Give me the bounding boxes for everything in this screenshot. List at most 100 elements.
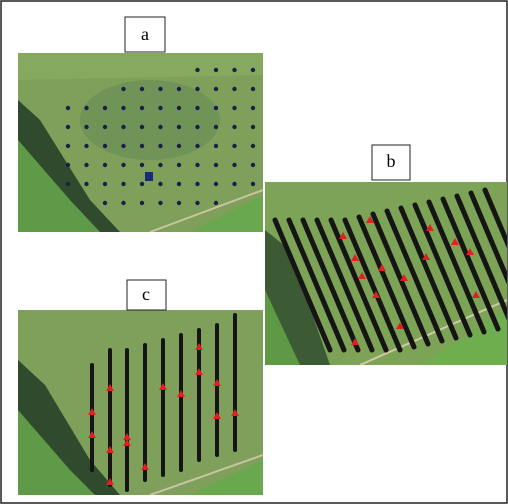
transect — [300, 217, 361, 353]
sample-point — [121, 86, 126, 92]
transect — [370, 211, 431, 347]
sample-point — [195, 86, 200, 92]
sample-point — [232, 124, 237, 130]
sample-point — [195, 67, 200, 73]
sample-point — [158, 181, 163, 187]
panel-label: a — [141, 24, 149, 44]
sample-point — [158, 124, 163, 130]
sample-marker — [400, 274, 408, 281]
transect — [482, 187, 507, 249]
panel-b-image — [265, 182, 507, 365]
sample-point — [195, 200, 200, 206]
sample-point — [250, 162, 256, 168]
sample-point — [232, 86, 237, 92]
transect — [426, 199, 487, 335]
sample-point — [102, 181, 108, 187]
sample-marker — [159, 383, 167, 390]
sample-marker — [396, 322, 404, 329]
sample-marker — [195, 343, 203, 350]
sample-point — [139, 124, 145, 130]
sample-point — [139, 86, 145, 92]
sample-point — [121, 143, 126, 149]
sample-marker — [141, 463, 149, 470]
sample-point — [213, 124, 219, 130]
sample-point — [84, 105, 89, 111]
sample-marker — [472, 291, 480, 298]
transect — [272, 217, 333, 353]
transect — [440, 196, 501, 332]
sample-point — [65, 162, 71, 168]
sample-point — [139, 181, 145, 187]
sample-point — [250, 67, 256, 73]
transect — [328, 217, 389, 353]
sample-point — [213, 105, 219, 111]
sample-point — [213, 86, 219, 92]
transect — [342, 217, 403, 353]
sample-point — [102, 143, 108, 149]
sample-point — [65, 105, 71, 111]
panel-c-image — [18, 310, 263, 495]
sample-marker — [106, 446, 114, 453]
sample-point — [176, 86, 182, 92]
sample-point — [84, 143, 89, 149]
sample-marker — [123, 439, 131, 446]
sample-point — [65, 143, 71, 149]
sample-point — [176, 162, 182, 168]
sample-point — [232, 143, 237, 149]
sample-marker — [123, 433, 131, 440]
sample-point — [195, 143, 200, 149]
sample-point — [176, 143, 182, 149]
sample-marker — [351, 338, 359, 345]
sample-point — [195, 181, 200, 187]
sample-point — [121, 200, 126, 206]
sample-point — [139, 200, 145, 206]
sample-point — [176, 181, 182, 187]
sample-marker — [451, 238, 459, 245]
sample-point — [158, 200, 163, 206]
transect — [286, 217, 347, 353]
sample-point — [65, 181, 71, 187]
label-box — [371, 144, 411, 181]
sample-point — [232, 162, 237, 168]
transect — [356, 214, 417, 350]
sample-marker — [106, 478, 114, 485]
sample-point — [232, 105, 237, 111]
panel-label: b — [387, 151, 396, 171]
sample-point — [102, 105, 108, 111]
sample-point — [84, 162, 89, 168]
sample-point — [158, 143, 163, 149]
sample-point — [139, 105, 145, 111]
label-box — [126, 279, 167, 311]
sample-marker — [422, 253, 430, 260]
sample-point — [84, 181, 89, 187]
sample-point — [232, 67, 237, 73]
sample-point — [158, 105, 163, 111]
sample-marker — [88, 431, 96, 438]
sample-point — [65, 124, 71, 130]
sample-point — [250, 181, 256, 187]
transect — [412, 202, 473, 338]
sample-point — [176, 105, 182, 111]
sample-point — [213, 143, 219, 149]
sample-marker — [358, 272, 366, 279]
sample-point — [121, 181, 126, 187]
sample-point — [176, 124, 182, 130]
panel-a-image — [18, 53, 263, 232]
sample-point — [195, 105, 200, 111]
sample-point — [121, 105, 126, 111]
sample-point — [250, 86, 256, 92]
sample-point — [232, 181, 237, 187]
sample-point — [158, 162, 163, 168]
sample-marker — [145, 172, 153, 181]
sample-point — [250, 143, 256, 149]
sample-point — [139, 143, 145, 149]
transect — [398, 205, 459, 341]
panel-label: c — [142, 284, 150, 304]
sample-marker — [195, 368, 203, 375]
sample-point — [213, 181, 219, 187]
label-box — [124, 16, 166, 53]
sample-marker — [466, 248, 474, 255]
sample-marker — [106, 384, 114, 391]
sample-point — [84, 124, 89, 130]
